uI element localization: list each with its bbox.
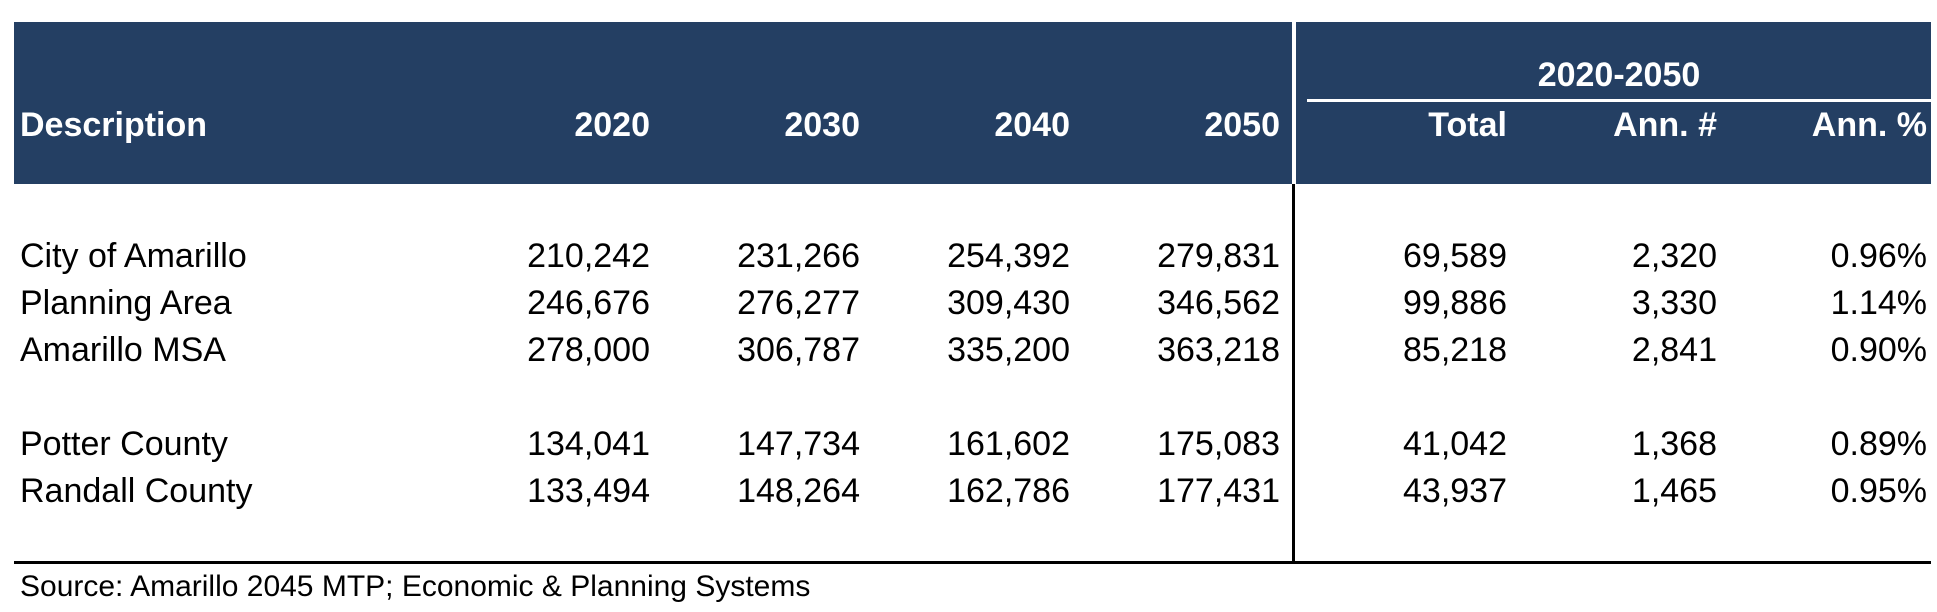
- cell-annual-percent: 0.89%: [1830, 425, 1927, 463]
- span-header: 2020-2050: [1537, 56, 1701, 94]
- cell-annual-number: 2,320: [1631, 237, 1717, 275]
- cell-y2050: 175,083: [1157, 425, 1280, 463]
- cell-total: 41,042: [1403, 425, 1507, 463]
- column-header-description: Description: [20, 106, 208, 144]
- cell-y2030: 306,787: [737, 331, 860, 369]
- cell-y2020: 133,494: [527, 472, 650, 510]
- column-divider: [1292, 184, 1295, 563]
- cell-y2040: 162,786: [947, 472, 1070, 510]
- cell-total: 43,937: [1403, 472, 1507, 510]
- table-header: [14, 22, 1931, 184]
- cell-y2030: 148,264: [737, 472, 860, 510]
- cell-annual-percent: 1.14%: [1830, 284, 1927, 322]
- source-note: Source: Amarillo 2045 MTP; Economic & Pl…: [20, 570, 811, 603]
- cell-y2020: 210,242: [527, 237, 650, 275]
- cell-description: Randall County: [20, 472, 253, 510]
- column-header-y2030: 2030: [784, 106, 860, 144]
- column-header-annual-number: Ann. #: [1613, 106, 1717, 144]
- column-header-y2050: 2050: [1204, 106, 1280, 144]
- cell-y2040: 309,430: [947, 284, 1070, 322]
- cell-y2040: 335,200: [947, 331, 1070, 369]
- cell-annual-percent: 0.96%: [1830, 237, 1927, 275]
- cell-description: Planning Area: [20, 284, 232, 322]
- cell-description: Potter County: [20, 425, 228, 463]
- cell-annual-number: 3,330: [1631, 284, 1717, 322]
- cell-description: Amarillo MSA: [20, 331, 226, 369]
- cell-y2050: 279,831: [1157, 237, 1280, 275]
- cell-y2050: 346,562: [1157, 284, 1280, 322]
- cell-y2030: 276,277: [737, 284, 860, 322]
- cell-y2040: 254,392: [947, 237, 1070, 275]
- cell-y2030: 231,266: [737, 237, 860, 275]
- cell-total: 99,886: [1403, 284, 1507, 322]
- cell-annual-percent: 0.90%: [1830, 331, 1927, 369]
- column-header-y2020: 2020: [574, 106, 650, 144]
- bottom-rule: [14, 561, 1931, 564]
- column-header-annual-percent: Ann. %: [1811, 106, 1927, 144]
- cell-y2050: 177,431: [1157, 472, 1280, 510]
- column-header-total: Total: [1428, 106, 1507, 144]
- header-divider: [1292, 22, 1296, 184]
- cell-y2020: 134,041: [527, 425, 650, 463]
- span-header-underline: [1307, 99, 1931, 102]
- cell-annual-number: 1,368: [1631, 425, 1717, 463]
- cell-annual-percent: 0.95%: [1830, 472, 1927, 510]
- cell-y2040: 161,602: [947, 425, 1070, 463]
- cell-y2020: 246,676: [527, 284, 650, 322]
- cell-y2030: 147,734: [737, 425, 860, 463]
- cell-annual-number: 2,841: [1631, 331, 1717, 369]
- column-header-y2040: 2040: [994, 106, 1070, 144]
- cell-total: 85,218: [1403, 331, 1507, 369]
- cell-y2020: 278,000: [527, 331, 650, 369]
- cell-y2050: 363,218: [1157, 331, 1280, 369]
- cell-annual-number: 1,465: [1631, 472, 1717, 510]
- cell-total: 69,589: [1403, 237, 1507, 275]
- cell-description: City of Amarillo: [20, 237, 247, 275]
